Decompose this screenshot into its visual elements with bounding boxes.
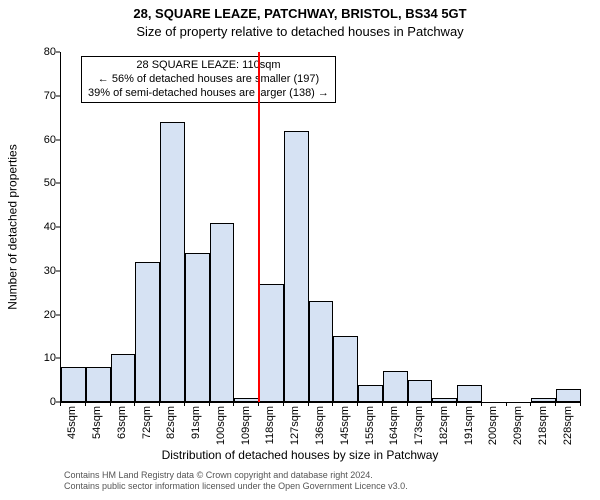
x-axis-label: Distribution of detached houses by size … xyxy=(0,448,600,462)
histogram-bar xyxy=(234,398,259,402)
x-tick-label: 72sqm xyxy=(141,406,153,439)
x-tick-label: 63sqm xyxy=(116,406,128,439)
y-tick-mark xyxy=(56,270,60,271)
x-tick-mark xyxy=(357,402,358,406)
y-tick-label: 20 xyxy=(30,309,56,321)
x-tick-label: 54sqm xyxy=(91,406,103,439)
histogram-bar xyxy=(61,367,86,402)
histogram-bar xyxy=(135,262,160,402)
y-tick-label: 0 xyxy=(30,396,56,408)
x-tick-mark xyxy=(308,402,309,406)
chart-title-subtitle: Size of property relative to detached ho… xyxy=(0,24,600,39)
y-tick-mark xyxy=(56,183,60,184)
x-tick-label: 164sqm xyxy=(388,406,400,445)
y-tick-label: 70 xyxy=(30,90,56,102)
x-tick-mark xyxy=(258,402,259,406)
x-tick-label: 145sqm xyxy=(339,406,351,445)
histogram-bar xyxy=(210,223,235,402)
x-tick-mark xyxy=(283,402,284,406)
histogram-bar xyxy=(408,380,433,402)
x-tick-mark xyxy=(481,402,482,406)
x-tick-mark xyxy=(407,402,408,406)
chart-title-address: 28, SQUARE LEAZE, PATCHWAY, BRISTOL, BS3… xyxy=(0,6,600,21)
x-tick-label: 228sqm xyxy=(562,406,574,445)
histogram-bar xyxy=(86,367,111,402)
histogram-bar xyxy=(333,336,358,402)
x-tick-mark xyxy=(134,402,135,406)
x-tick-mark xyxy=(60,402,61,406)
histogram-bar xyxy=(284,131,309,402)
x-tick-mark xyxy=(184,402,185,406)
y-tick-mark xyxy=(56,358,60,359)
histogram-bar xyxy=(309,301,334,402)
x-tick-label: 109sqm xyxy=(240,406,252,445)
x-tick-label: 82sqm xyxy=(165,406,177,439)
x-tick-label: 45sqm xyxy=(66,406,78,439)
x-tick-label: 100sqm xyxy=(215,406,227,445)
x-tick-mark xyxy=(110,402,111,406)
x-tick-mark xyxy=(431,402,432,406)
x-tick-mark xyxy=(209,402,210,406)
histogram-bar xyxy=(383,371,408,402)
y-tick-label: 10 xyxy=(30,352,56,364)
attribution-text: Contains HM Land Registry data © Crown c… xyxy=(64,470,408,493)
y-tick-mark xyxy=(56,95,60,96)
x-tick-label: 209sqm xyxy=(512,406,524,445)
x-tick-label: 218sqm xyxy=(537,406,549,445)
y-axis-label: Number of detached properties xyxy=(6,52,20,402)
histogram-bar xyxy=(531,398,556,402)
histogram-bar xyxy=(457,385,482,403)
x-tick-mark xyxy=(555,402,556,406)
chart-container: 28, SQUARE LEAZE, PATCHWAY, BRISTOL, BS3… xyxy=(0,0,600,500)
x-tick-label: 118sqm xyxy=(264,406,276,444)
x-tick-label: 200sqm xyxy=(487,406,499,445)
x-tick-mark xyxy=(580,402,581,406)
x-tick-label: 136sqm xyxy=(314,406,326,445)
histogram-bar xyxy=(185,253,210,402)
y-tick-mark xyxy=(56,139,60,140)
x-tick-label: 127sqm xyxy=(289,406,301,445)
annotation-line3: 39% of semi-detached houses are larger (… xyxy=(88,87,329,101)
x-tick-mark xyxy=(456,402,457,406)
annotation-line1: 28 SQUARE LEAZE: 110sqm xyxy=(88,59,329,73)
histogram-bar xyxy=(111,354,136,402)
y-tick-label: 50 xyxy=(30,177,56,189)
y-tick-label: 80 xyxy=(30,46,56,58)
x-tick-mark xyxy=(233,402,234,406)
y-tick-label: 40 xyxy=(30,221,56,233)
x-tick-mark xyxy=(159,402,160,406)
annotation-box: 28 SQUARE LEAZE: 110sqm ← 56% of detache… xyxy=(81,56,336,103)
y-tick-mark xyxy=(56,314,60,315)
x-tick-mark xyxy=(382,402,383,406)
x-tick-mark xyxy=(85,402,86,406)
x-tick-mark xyxy=(332,402,333,406)
y-tick-mark xyxy=(56,227,60,228)
y-tick-mark xyxy=(56,52,60,53)
histogram-bar xyxy=(160,122,185,402)
annotation-line2: ← 56% of detached houses are smaller (19… xyxy=(88,73,329,87)
histogram-bar xyxy=(358,385,383,403)
x-tick-mark xyxy=(506,402,507,406)
x-tick-label: 91sqm xyxy=(190,406,202,439)
y-tick-label: 30 xyxy=(30,265,56,277)
x-tick-label: 191sqm xyxy=(463,406,475,445)
y-tick-label: 60 xyxy=(30,134,56,146)
x-tick-label: 155sqm xyxy=(364,406,376,445)
x-tick-mark xyxy=(530,402,531,406)
histogram-bar xyxy=(432,398,457,402)
x-tick-label: 173sqm xyxy=(413,406,425,445)
histogram-bar xyxy=(259,284,284,402)
plot-area: 28 SQUARE LEAZE: 110sqm ← 56% of detache… xyxy=(60,52,581,403)
x-tick-label: 182sqm xyxy=(438,406,450,445)
property-marker-line xyxy=(258,52,260,402)
histogram-bar xyxy=(556,389,581,402)
